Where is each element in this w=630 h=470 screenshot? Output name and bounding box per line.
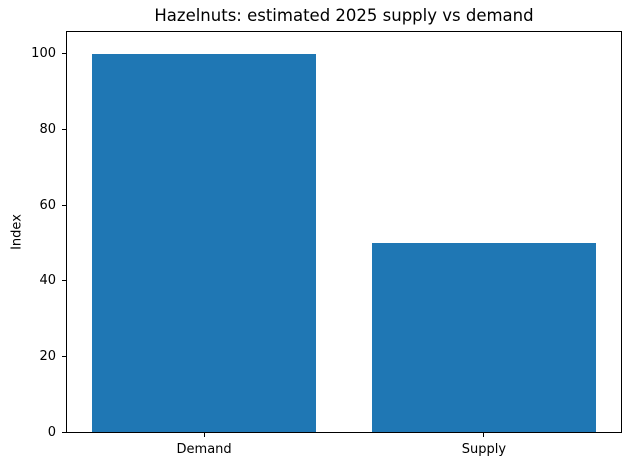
y-tick-label: 0 xyxy=(47,424,56,440)
bar-supply xyxy=(371,242,596,432)
y-tick xyxy=(62,129,66,131)
x-tick-label: Supply xyxy=(461,442,507,457)
y-tick xyxy=(62,204,66,206)
chart-title: Hazelnuts: estimated 2025 supply vs dema… xyxy=(154,6,534,25)
y-tick-label: 40 xyxy=(39,273,56,289)
y-tick xyxy=(62,280,66,282)
x-tick xyxy=(203,433,205,437)
plot-area xyxy=(66,31,622,433)
y-tick xyxy=(62,53,66,55)
y-tick xyxy=(62,431,66,433)
y-tick-label: 80 xyxy=(39,122,56,138)
y-tick-label: 60 xyxy=(39,197,56,213)
y-tick xyxy=(62,355,66,357)
bar-demand xyxy=(92,53,316,432)
y-tick-label: 20 xyxy=(39,348,56,364)
y-axis-label: Index xyxy=(9,214,25,250)
bars xyxy=(67,32,621,432)
x-tick xyxy=(483,433,485,437)
x-tick-label: Demand xyxy=(176,442,232,457)
y-tick-label: 100 xyxy=(31,46,56,62)
